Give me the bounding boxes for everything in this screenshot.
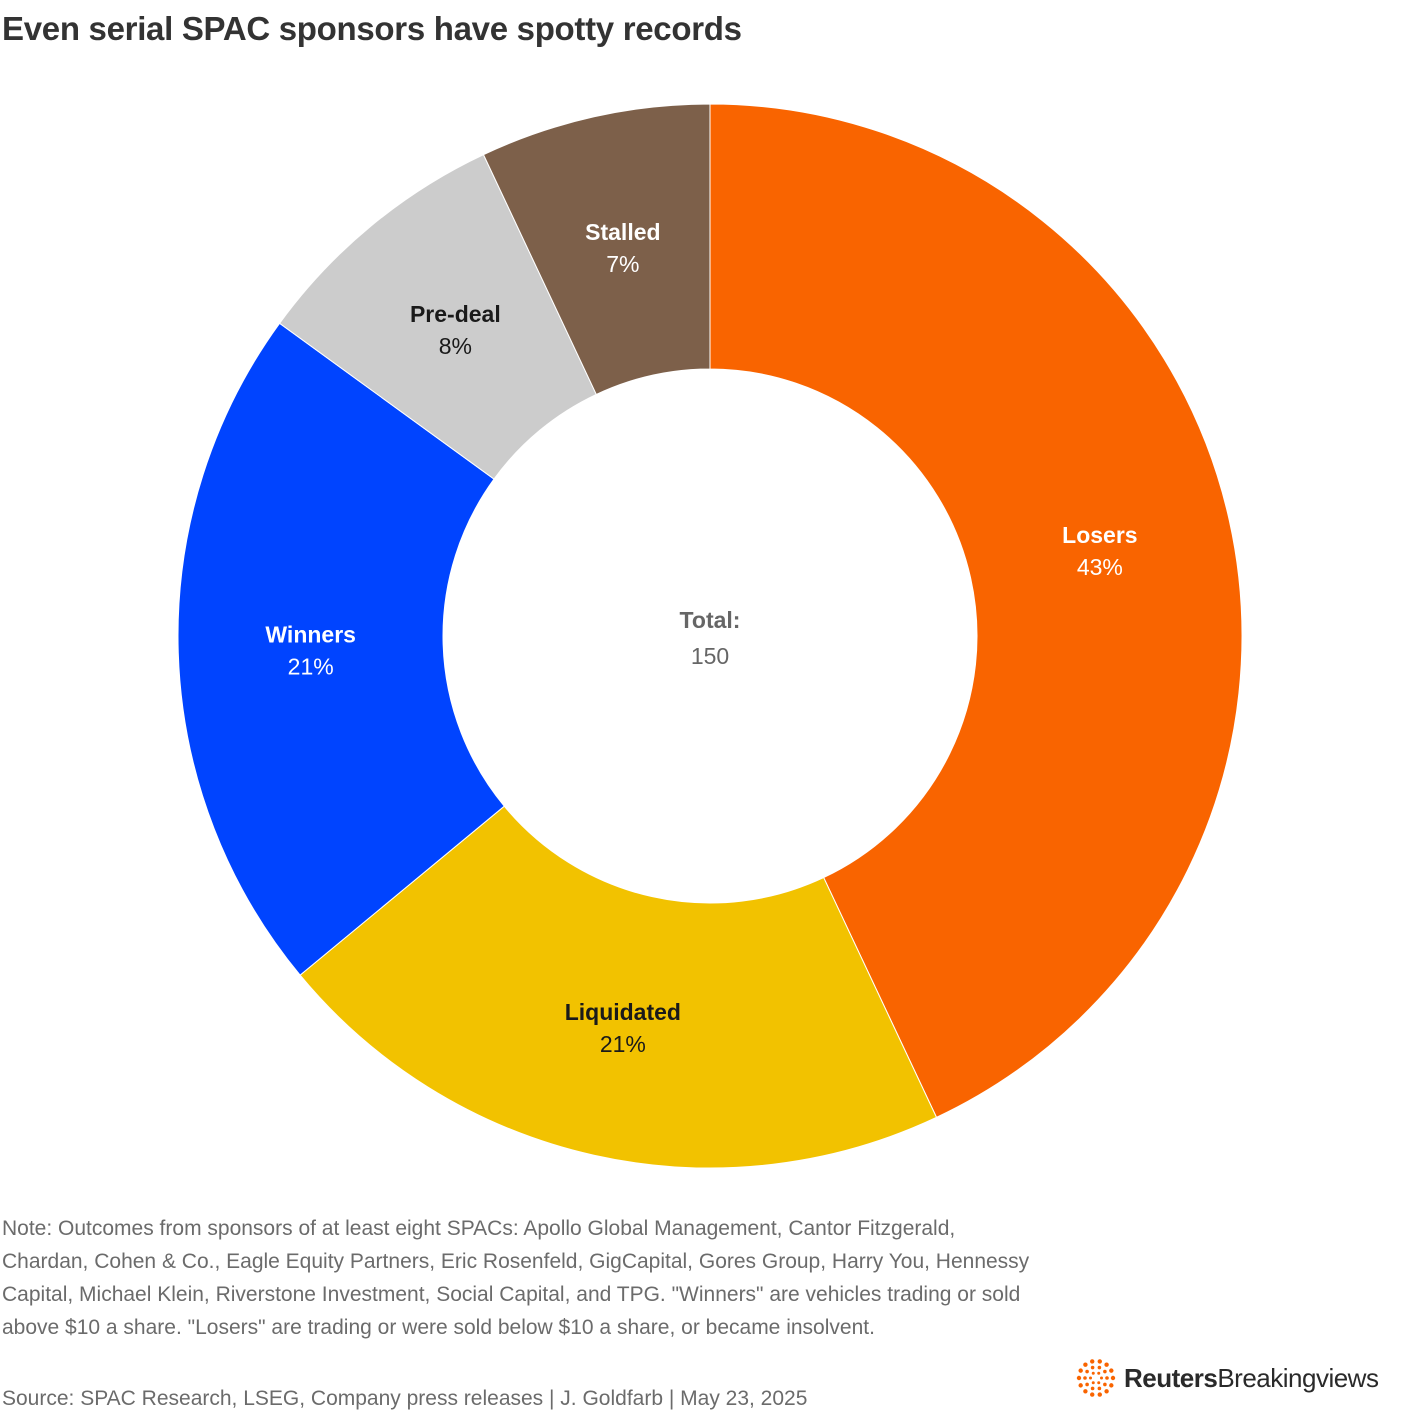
slice-stalled bbox=[482, 103, 711, 396]
reuters-dot-ring-icon bbox=[1076, 1359, 1116, 1397]
slice-label-liquidated: Liquidated bbox=[565, 999, 681, 1025]
slice-losers bbox=[709, 103, 1243, 1119]
slice-value-winners: 21% bbox=[288, 654, 334, 680]
chart-title: Even serial SPAC sponsors have spotty re… bbox=[2, 10, 742, 47]
slice-value-stalled: 7% bbox=[606, 251, 639, 277]
slice-label-losers: Losers bbox=[1062, 522, 1137, 548]
center-label: Total: bbox=[680, 607, 741, 633]
slice-liquidated bbox=[299, 805, 938, 1169]
chart-source: Source: SPAC Research, LSEG, Company pre… bbox=[2, 1387, 808, 1410]
slice-value-pre-deal: 8% bbox=[439, 333, 472, 359]
donut-slices bbox=[177, 103, 1243, 1169]
logo-text: ReutersBreakingviews bbox=[1124, 1362, 1379, 1394]
logo-brand: Reuters bbox=[1124, 1362, 1218, 1393]
reuters-breakingviews-logo: ReutersBreakingviews bbox=[1076, 1358, 1379, 1398]
slice-labels: Losers 43% Liquidated 21% Winners 21% Pre-deal… bbox=[265, 219, 1137, 1057]
donut-chart: Losers 43% Liquidated 21% Winners 21% Pre-deal… bbox=[177, 103, 1243, 1169]
slice-label-pre-deal: Pre-deal bbox=[410, 301, 501, 327]
center-value: 150 bbox=[691, 643, 729, 669]
slice-label-winners: Winners bbox=[265, 622, 356, 648]
chart-note: Note: Outcomes from sponsors of at least… bbox=[2, 1217, 1030, 1339]
slice-value-liquidated: 21% bbox=[600, 1031, 646, 1057]
slice-value-losers: 43% bbox=[1077, 554, 1123, 580]
slice-label-stalled: Stalled bbox=[585, 219, 660, 245]
slice-winners bbox=[177, 322, 505, 976]
logo-product: Breakingviews bbox=[1217, 1362, 1379, 1393]
